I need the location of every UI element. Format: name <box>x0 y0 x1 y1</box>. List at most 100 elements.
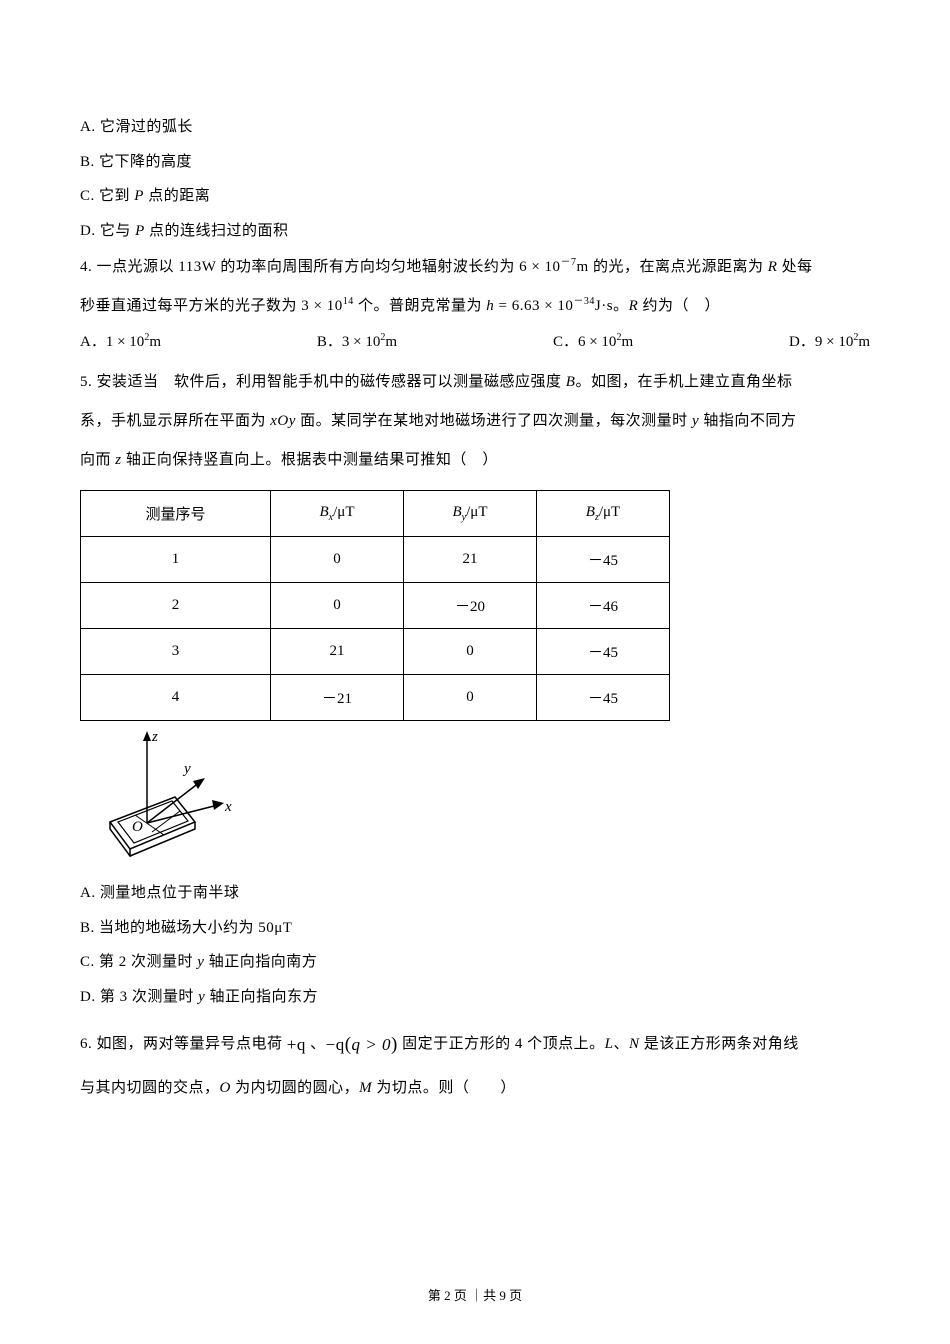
cell: －20 <box>404 583 537 629</box>
var-M: M <box>359 1080 372 1096</box>
var-P: P <box>134 188 144 204</box>
var-R: R <box>768 259 778 275</box>
text: 点的连线扫过的面积 <box>145 223 289 239</box>
page-footer: 第 2 页 ｜共 9 页 <box>0 1285 950 1304</box>
text: 6. 如图，两对等量异号点电荷 <box>80 1036 287 1052</box>
q3-option-a: A. 它滑过的弧长 <box>80 110 870 145</box>
cell: 0 <box>404 675 537 721</box>
axis-z-label: z <box>151 729 158 745</box>
text: 约为（ ） <box>638 298 720 314</box>
q4-option-b: B．3 × 102m <box>317 330 397 351</box>
var-P: P <box>135 223 145 239</box>
q4-text-line2: 秒垂直通过每平方米的光子数为 3 × 1014 个。普朗克常量为 h = 6.6… <box>80 287 870 326</box>
text: 轴正向保持竖直向上。根据表中测量结果可推知（ ） <box>122 452 498 468</box>
unit: /μT <box>466 504 487 520</box>
cell: －46 <box>537 583 670 629</box>
text: 轴正向指向东方 <box>205 989 318 1005</box>
text: 向而 <box>80 452 115 468</box>
var-O: O <box>220 1080 231 1096</box>
unit: m <box>149 334 161 350</box>
q4-option-d: D．9 × 102m <box>789 330 870 351</box>
cell: 0 <box>404 629 537 675</box>
text: 4. 一点光源以 113W 的功率向周围所有方向均匀地辐射波长约为 6 × 10 <box>80 259 561 275</box>
text: 与其内切圆的交点， <box>80 1080 220 1096</box>
exp: －7 <box>561 257 577 268</box>
cell: 2 <box>81 583 271 629</box>
cell: 1 <box>81 537 271 583</box>
unit: m <box>858 334 870 350</box>
phone-axes-icon: z y x O <box>100 727 240 857</box>
text: 面。某同学在某地对地磁场进行了四次测量，每次测量时 <box>296 413 692 429</box>
text: 秒垂直通过每平方米的光子数为 3 × 10 <box>80 298 343 314</box>
col-bx: Bx/μT <box>271 491 404 537</box>
q5-option-c: C. 第 2 次测量时 y 轴正向指向南方 <box>80 945 870 980</box>
val: 3 × 10 <box>342 334 380 350</box>
plus-q: +q <box>287 1035 306 1054</box>
text: 轴正向指向南方 <box>204 954 317 970</box>
var: B <box>453 504 462 520</box>
cell: －45 <box>537 675 670 721</box>
var-B: B <box>566 374 576 390</box>
exp: －34 <box>573 296 595 307</box>
paren: ) <box>391 1034 398 1055</box>
text: 点的距离 <box>144 188 210 204</box>
text: J·s。 <box>595 298 629 314</box>
text: = 6.63 × 10 <box>494 298 573 314</box>
exp: 14 <box>343 296 354 307</box>
cell: 0 <box>271 537 404 583</box>
col-index: 测量序号 <box>81 491 271 537</box>
unit: /μT <box>333 504 354 520</box>
text: 。如图，在手机上建立直角坐标 <box>575 374 792 390</box>
axis-x-label: x <box>224 799 232 815</box>
q5-option-b: B. 当地的地磁场大小约为 50μT <box>80 911 870 946</box>
minus-q: −q <box>326 1035 345 1054</box>
val: 9 × 10 <box>815 334 853 350</box>
q3-option-d: D. 它与 P 点的连线扫过的面积 <box>80 214 870 249</box>
q5-text-line2: 系，手机显示屏所在平面为 xOy 面。某同学在某地对地磁场进行了四次测量，每次测… <box>80 402 870 441</box>
var-R: R <box>629 298 639 314</box>
q4-options: A．1 × 102m B．3 × 102m C．6 × 102m D．9 × 1… <box>80 330 870 351</box>
text: 个。普朗克常量为 <box>354 298 487 314</box>
text: D. 它与 <box>80 223 135 239</box>
cell: －45 <box>537 537 670 583</box>
var-N: N <box>629 1036 640 1052</box>
label: B． <box>317 334 342 350</box>
text: 固定于正方形的 4 个顶点上。 <box>398 1036 605 1052</box>
text: 、 <box>613 1036 629 1052</box>
paren: ( <box>345 1034 352 1055</box>
cell: 4 <box>81 675 271 721</box>
var: B <box>320 504 329 520</box>
q5-measurement-table: 测量序号 Bx/μT By/μT Bz/μT 1 0 21 －45 2 0 －2… <box>80 490 670 721</box>
label: C． <box>553 334 578 350</box>
q5-phone-diagram: z y x O <box>100 727 870 862</box>
cell: 21 <box>271 629 404 675</box>
text: 轴指向不同方 <box>699 413 796 429</box>
var-xOy: xOy <box>270 413 296 429</box>
text: C. 第 2 次测量时 <box>80 954 197 970</box>
table-header-row: 测量序号 Bx/μT By/μT Bz/μT <box>81 491 670 537</box>
q5-option-d: D. 第 3 次测量时 y 轴正向指向东方 <box>80 980 870 1015</box>
cell: 3 <box>81 629 271 675</box>
cell: 0 <box>271 583 404 629</box>
axis-y-label: y <box>182 761 191 777</box>
unit: m <box>621 334 633 350</box>
text: 处每 <box>777 259 812 275</box>
table-row: 3 21 0 －45 <box>81 629 670 675</box>
cell: －45 <box>537 629 670 675</box>
axis-origin-label: O <box>132 819 143 835</box>
text: 为内切圆的圆心， <box>231 1080 359 1096</box>
q6-text-line1: 6. 如图，两对等量异号点电荷 +q 、−q(q > 0) 固定于正方形的 4 … <box>80 1020 870 1069</box>
text: m 的光，在离点光源距离为 <box>577 259 768 275</box>
q5-text-line1: 5. 安装适当 软件后，利用智能手机中的磁传感器可以测量磁感应强度 B。如图，在… <box>80 363 870 402</box>
q3-option-c: C. 它到 P 点的距离 <box>80 179 870 214</box>
table-row: 4 －21 0 －45 <box>81 675 670 721</box>
text: 系，手机显示屏所在平面为 <box>80 413 270 429</box>
table-row: 2 0 －20 －46 <box>81 583 670 629</box>
cell: －21 <box>271 675 404 721</box>
q4-option-c: C．6 × 102m <box>553 330 633 351</box>
text: 5. 安装适当 软件后，利用智能手机中的磁传感器可以测量磁感应强度 <box>80 374 566 390</box>
q4-text-line1: 4. 一点光源以 113W 的功率向周围所有方向均匀地辐射波长约为 6 × 10… <box>80 248 870 287</box>
table-row: 1 0 21 －45 <box>81 537 670 583</box>
text: D. 第 3 次测量时 <box>80 989 198 1005</box>
col-by: By/μT <box>404 491 537 537</box>
